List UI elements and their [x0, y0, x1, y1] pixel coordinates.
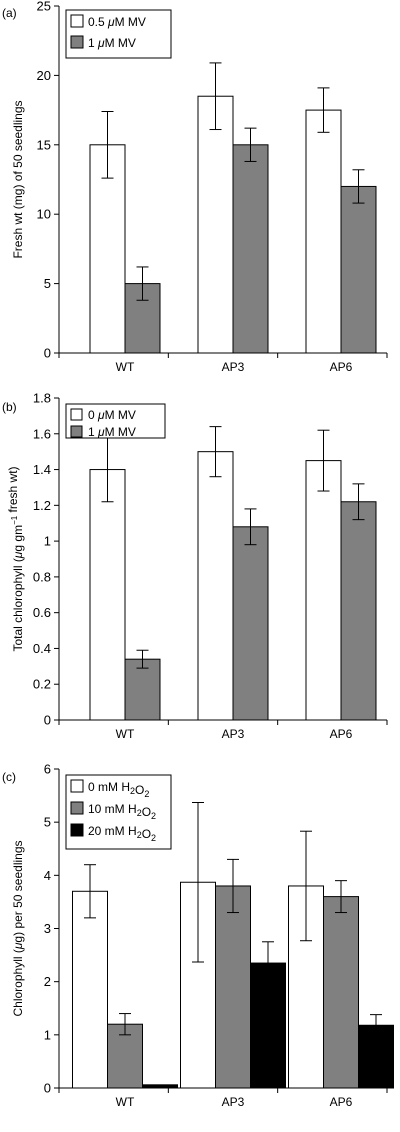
y-tick-label: 1	[44, 534, 51, 549]
error-bar	[370, 1014, 382, 1037]
y-tick-label: 0	[44, 713, 51, 728]
error-bar	[136, 266, 149, 301]
error-bar	[300, 830, 312, 942]
legend: 0.5 μM MV 1 μM MV	[65, 9, 172, 59]
y-tick-label: 0.6	[33, 605, 51, 620]
y-tick-label: 0.8	[33, 569, 51, 584]
y-tick-label: 1.4	[33, 462, 51, 477]
legend: 0 mM H2O2 10 mM H2O2 20 mM H2O2	[65, 774, 172, 850]
chart-panel-1: (a) Fresh wt (mg) of 50 seedlings 0 5 10 15 20…	[2, 0, 388, 374]
error-bar	[335, 880, 347, 914]
category-label: AP3	[222, 360, 245, 374]
error-bar	[227, 858, 239, 914]
legend: 0 μM MV 1 μM MV	[65, 403, 166, 439]
y-tick-label: 1	[44, 1027, 51, 1042]
y-tick-label: 3	[44, 921, 51, 936]
bar-ap3-series-2	[232, 144, 269, 354]
error-bar	[317, 87, 330, 133]
error-bar	[192, 801, 204, 963]
bar-ap6-series-2	[340, 501, 377, 721]
bar-ap3-series-2	[232, 526, 269, 721]
legend-label: 1 μM MV	[88, 36, 136, 50]
error-bar	[244, 127, 257, 162]
bar-wt-series-1	[72, 890, 108, 1089]
y-axis-title: Fresh wt (mg) of 50 seedlings	[11, 100, 25, 258]
y-tick-label: 25	[37, 0, 51, 14]
panel-label: (b)	[2, 400, 17, 414]
legend-swatch	[70, 779, 84, 793]
category-label: AP3	[222, 727, 245, 741]
legend-label: 0 mM H2O2	[88, 780, 149, 799]
bar-ap6-series-2	[340, 185, 377, 354]
y-tick-label: 0	[44, 346, 51, 361]
y-axis-title: Chlorophyll (μg) per 50 seedlings	[11, 840, 25, 1016]
legend-swatch	[70, 408, 83, 421]
bar-ap6-series-2	[323, 896, 359, 1089]
bar-ap3-series-1	[197, 451, 234, 721]
error-bar	[352, 483, 365, 521]
legend-swatch	[70, 14, 84, 28]
error-bar	[119, 1013, 131, 1036]
legend-swatch	[70, 823, 84, 837]
y-tick-label: 20	[37, 68, 51, 83]
error-bar	[244, 508, 257, 546]
error-bar	[136, 649, 149, 669]
category-label: AP6	[330, 727, 353, 741]
y-axis-title: Total chlorophyll (μg gm−1 fresh wt)	[6, 466, 25, 651]
y-tick-label: 1.2	[33, 498, 51, 513]
category-label: WT	[116, 1095, 135, 1109]
bar-ap3-series-2	[215, 885, 251, 1089]
error-bar	[262, 941, 274, 985]
bar-wt-series-1	[89, 144, 126, 354]
legend-label: 10 mM H2O2	[88, 802, 156, 821]
legend-label: 0.5 μM MV	[88, 15, 146, 29]
bar-ap6-series-1	[305, 109, 342, 354]
y-tick-label: 0.2	[33, 677, 51, 692]
y-tick-label: 0	[44, 1081, 51, 1096]
y-tick-label: 5	[44, 815, 51, 830]
legend-label: 20 mM H2O2	[88, 824, 156, 843]
legend-label: 1 μM MV	[88, 425, 136, 439]
y-tick-label: 6	[44, 762, 51, 777]
y-tick-label: 2	[44, 974, 51, 989]
legend-swatch	[70, 35, 84, 49]
bar-ap6-series-1	[305, 460, 342, 721]
panel-label: (a)	[2, 6, 17, 20]
error-bar	[352, 169, 365, 204]
category-label: AP6	[330, 1095, 353, 1109]
panel-label: (c)	[2, 770, 16, 784]
error-bar	[101, 110, 114, 179]
category-label: AP6	[330, 360, 353, 374]
legend-swatch	[70, 801, 84, 815]
error-bar	[209, 62, 222, 131]
y-tick-label: 5	[44, 276, 51, 291]
y-tick-label: 1.8	[33, 391, 51, 406]
legend-swatch	[70, 425, 83, 438]
chart-panel-3: (c) Chlorophyll (μg) per 50 seedlings 0 1 2 3…	[2, 762, 394, 1109]
legend-label: 0 μM MV	[88, 408, 136, 422]
y-tick-label: 4	[44, 868, 51, 883]
y-tick-label: 1.6	[33, 426, 51, 441]
error-bar	[84, 864, 96, 919]
error-bar	[209, 426, 222, 478]
chart-panel-2: (b) Total chlorophyll (μg gm−1 fresh wt) 0…	[2, 391, 388, 741]
bar-ap3-series-1	[197, 95, 234, 354]
category-label: WT	[116, 360, 135, 374]
category-label: AP3	[222, 1095, 245, 1109]
error-bar	[317, 429, 330, 492]
y-tick-label: 10	[37, 207, 51, 222]
bar-wt-series-1	[89, 469, 126, 721]
y-tick-label: 15	[37, 137, 51, 152]
y-tick-label: 0.4	[33, 641, 51, 656]
category-label: WT	[116, 727, 135, 741]
